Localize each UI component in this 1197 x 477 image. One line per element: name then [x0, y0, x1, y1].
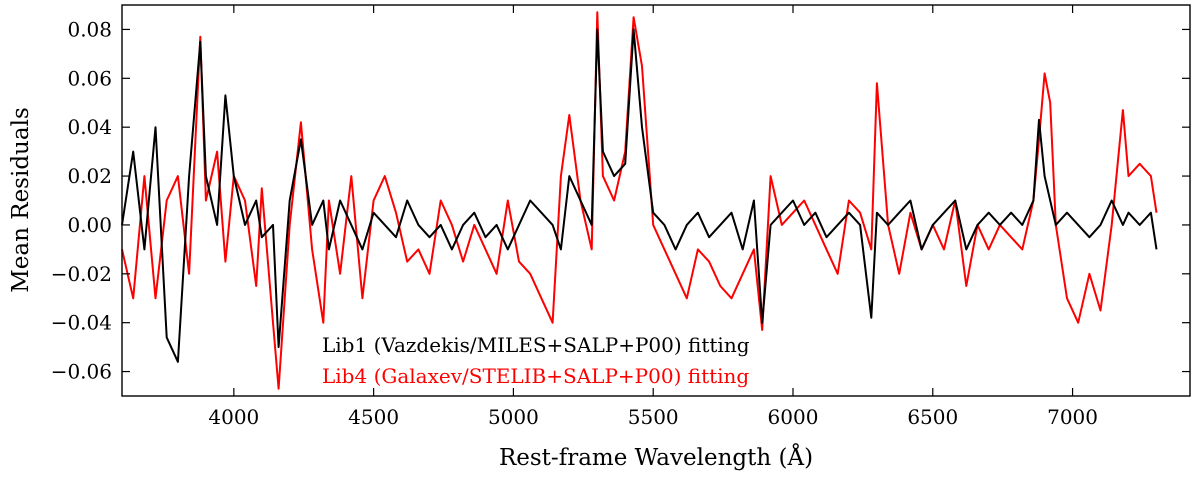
- x-tick-label: 6500: [907, 405, 958, 429]
- y-tick-label: 0.04: [67, 115, 112, 139]
- y-tick-label: −0.04: [51, 311, 112, 335]
- series-line-1: [121, 28, 1158, 363]
- series-line-0: [121, 11, 1158, 390]
- x-axis-title: Rest-frame Wavelength (Å): [499, 443, 813, 471]
- y-tick-label: 0.08: [67, 17, 112, 41]
- y-tick-label: 0.06: [67, 66, 112, 90]
- x-tick-label: 7000: [1047, 405, 1098, 429]
- y-tick-label: −0.02: [51, 262, 112, 286]
- ticks-layer: [122, 5, 1190, 396]
- x-tick-label: 6000: [768, 405, 819, 429]
- plot-frame: [121, 4, 1191, 397]
- legend-label-lib4: Lib4 (Galaxev/STELIB+SALP+P00) fitting: [322, 364, 749, 388]
- y-tick-label: 0.02: [67, 164, 112, 188]
- legend-label-lib1: Lib1 (Vazdekis/MILES+SALP+P00) fitting: [322, 333, 750, 357]
- y-axis-title: Mean Residuals: [8, 107, 34, 293]
- y-tick-label: 0.00: [67, 213, 112, 237]
- series-layer: [121, 11, 1158, 390]
- legend: Lib1 (Vazdekis/MILES+SALP+P00) fitting L…: [322, 333, 750, 388]
- y-tick-label: −0.06: [51, 360, 112, 384]
- x-tick-label: 4500: [348, 405, 399, 429]
- x-tick-label: 4000: [208, 405, 259, 429]
- labels-layer: 4000 4500 5000 5500 6000 6500 7000 −0.06 −0.04 −0…: [51, 17, 1098, 429]
- x-tick-label: 5500: [628, 405, 679, 429]
- x-tick-label: 5000: [488, 405, 539, 429]
